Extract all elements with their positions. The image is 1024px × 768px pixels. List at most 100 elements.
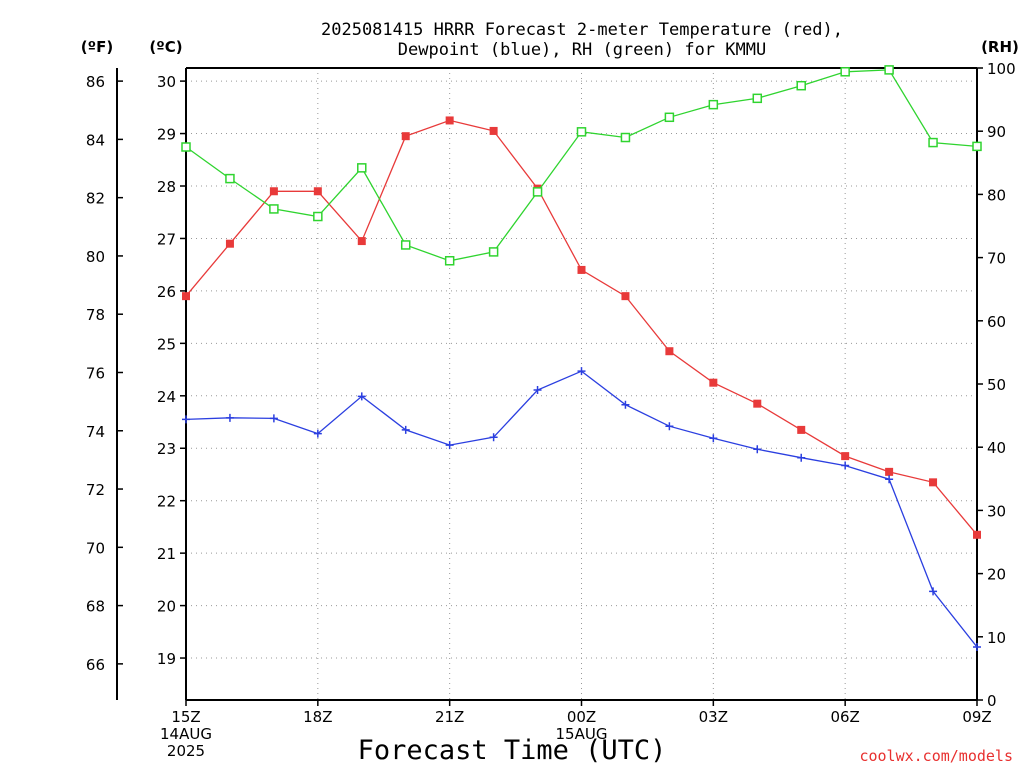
celsius-tick-label: 26 [157, 283, 176, 301]
fahrenheit-tick-label: 80 [86, 248, 105, 266]
celsius-tick-label: 28 [157, 178, 176, 196]
celsius-axis-label: (ºC) [149, 38, 182, 56]
rh-point [664, 112, 675, 123]
rh-point [972, 141, 982, 152]
dewpoint-point [753, 445, 762, 454]
temperature-point [797, 425, 806, 434]
tick-labels: 19 20 21 22 23 24 25 26 27 28 29 30 66 68 70 72 74 76 78 80… [86, 60, 1016, 760]
temperature-point [709, 378, 718, 387]
temperature-point [357, 237, 366, 246]
dewpoint-point [489, 433, 498, 442]
chart-subtitle: Dewpoint (blue), RH (green) for KMMU [398, 40, 766, 60]
dewpoint-series [182, 367, 981, 652]
chart-title: 2025081415 HRRR Forecast 2-meter Tempera… [321, 20, 843, 40]
celsius-tick-label: 23 [157, 440, 176, 458]
rh-point [400, 240, 411, 250]
rh-point [620, 132, 631, 143]
data-series [181, 65, 982, 652]
dewpoint-point [709, 434, 718, 443]
rh-tick-label: 30 [987, 502, 1006, 520]
temperature-point [445, 116, 454, 125]
dewpoint-point [225, 413, 234, 422]
celsius-tick-label: 21 [157, 545, 176, 563]
temperature-point [182, 292, 190, 301]
temperature-point [577, 265, 586, 274]
x-tick-label: 06Z [830, 708, 859, 726]
celsius-tick-label: 27 [157, 230, 176, 248]
x-tick-label: 03Z [699, 708, 728, 726]
rh-point [225, 173, 235, 184]
x-tick-label: 21Z [435, 708, 464, 726]
dewpoint-point [445, 441, 454, 450]
temperature-point [885, 467, 894, 476]
x-tick-label: 09Z [962, 708, 991, 726]
rh-tick-label: 90 [987, 123, 1006, 141]
rh-tick-label: 50 [987, 376, 1006, 394]
temperature-point [973, 530, 981, 539]
rh-point [576, 127, 587, 137]
rh-point [840, 67, 850, 77]
dewpoint-point [797, 453, 806, 462]
rh-tick-label: 10 [987, 629, 1006, 647]
fahrenheit-axis-label: (ºF) [81, 38, 113, 56]
rh-point [269, 204, 279, 214]
dewpoint-point [533, 386, 542, 395]
fahrenheit-tick-label: 66 [86, 656, 105, 674]
rh-point [796, 80, 806, 91]
celsius-tick-label: 25 [157, 335, 176, 353]
temperature-point [665, 347, 674, 356]
x-axis-label: Forecast Time (UTC) [358, 735, 667, 766]
rh-point [444, 256, 455, 266]
fahrenheit-tick-label: 76 [86, 364, 105, 382]
rh-point [752, 93, 763, 104]
temperature-point [401, 132, 410, 141]
fahrenheit-tick-label: 84 [86, 131, 105, 149]
dewpoint-point [841, 461, 850, 470]
fahrenheit-tick-label: 82 [86, 190, 105, 208]
fahrenheit-tick-label: 74 [86, 423, 105, 441]
x-tick-label: 00Z [567, 708, 596, 726]
celsius-tick-label: 29 [157, 126, 176, 144]
dewpoint-point [929, 587, 938, 596]
rh-tick-label: 0 [987, 692, 997, 710]
dewpoint-point [577, 367, 586, 376]
temperature-point [841, 452, 850, 461]
rh-point [181, 142, 191, 152]
fahrenheit-tick-label: 72 [86, 481, 105, 499]
credit-text: coolwx.com/models [859, 747, 1013, 765]
dewpoint-point [357, 392, 366, 401]
fahrenheit-tick-label: 68 [86, 598, 105, 616]
celsius-tick-label: 19 [157, 650, 176, 668]
dewpoint-point [401, 425, 410, 434]
x-tick-label: 14AUG [160, 725, 212, 743]
rh-point [884, 65, 894, 75]
dewpoint-point [973, 643, 981, 652]
temperature-point [225, 239, 234, 248]
dewpoint-point [182, 415, 190, 424]
temperature-point [489, 126, 498, 135]
rh-point [488, 247, 499, 257]
temperature-line [185, 119, 978, 536]
rh-tick-label: 80 [987, 186, 1006, 204]
rh-point [928, 137, 938, 148]
rh-point [708, 99, 719, 110]
temperature-point [313, 187, 322, 196]
dewpoint-point [621, 400, 630, 409]
temperature-series [182, 116, 981, 539]
x-tick-label: 18Z [303, 708, 332, 726]
x-tick-label: 2025 [167, 742, 205, 760]
grid-lines [185, 68, 978, 700]
fahrenheit-tick-label: 70 [86, 539, 105, 557]
dewpoint-point [665, 422, 674, 431]
celsius-tick-label: 22 [157, 493, 176, 511]
rh-tick-label: 60 [987, 313, 1006, 331]
rh-point [532, 187, 543, 197]
celsius-tick-label: 24 [157, 388, 176, 406]
fahrenheit-tick-label: 78 [86, 306, 105, 324]
temperature-point [269, 187, 278, 196]
fahrenheit-tick-label: 86 [86, 73, 105, 91]
dewpoint-point [885, 475, 894, 484]
rh-tick-label: 20 [987, 566, 1006, 584]
rh-point [357, 163, 367, 173]
